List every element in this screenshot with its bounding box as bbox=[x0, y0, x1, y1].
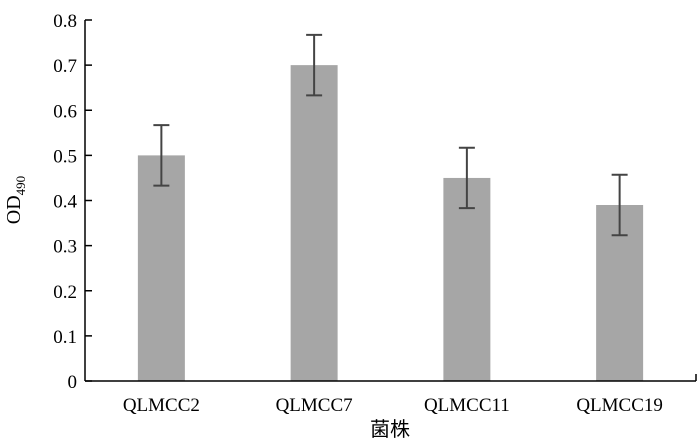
x-tick-label: QLMCC11 bbox=[424, 395, 510, 416]
y-axis-title-subscript: 490 bbox=[13, 176, 28, 196]
y-tick-label: 0.8 bbox=[53, 11, 77, 32]
y-tick-label: 0.6 bbox=[53, 101, 77, 122]
y-axis-title: OD490 bbox=[3, 176, 28, 224]
x-tick-label: QLMCC19 bbox=[576, 395, 663, 416]
bar bbox=[443, 177, 491, 381]
bar bbox=[290, 65, 338, 381]
error-bars-layer bbox=[153, 33, 628, 237]
y-tick-label: 0 bbox=[68, 372, 78, 393]
y-axis-title-main: OD bbox=[3, 195, 25, 224]
y-tick-label: 0.7 bbox=[53, 56, 77, 77]
y-tick-label: 0.5 bbox=[53, 146, 77, 167]
x-axis-title: 菌株 bbox=[370, 418, 410, 441]
y-tick-label: 0.3 bbox=[53, 237, 77, 258]
x-ticks-layer: QLMCC2 QLMCC7 QLMCC11 QLMCC19 bbox=[123, 395, 663, 416]
y-tick-label: 0.1 bbox=[53, 327, 77, 348]
x-tick-label: QLMCC2 bbox=[123, 395, 200, 416]
bar bbox=[137, 155, 185, 381]
y-tick-label: 0.4 bbox=[53, 192, 77, 213]
y-tick-label: 0.2 bbox=[53, 282, 77, 303]
x-tick-label: QLMCC7 bbox=[276, 395, 353, 416]
bars-layer bbox=[137, 65, 644, 381]
y-ticks-layer: 0 0.1 0.2 0.3 0.4 0.5 0.6 0.7 0.8 bbox=[53, 11, 92, 393]
